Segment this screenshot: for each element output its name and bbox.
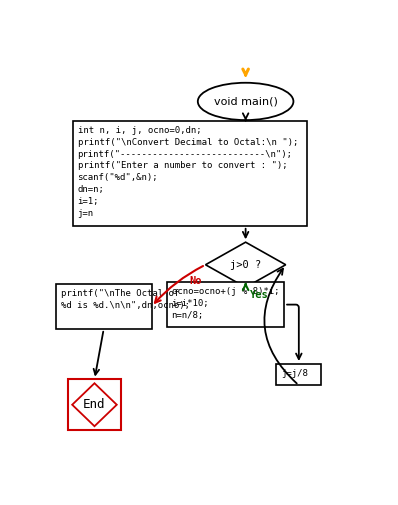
Text: j>0 ?: j>0 ?: [230, 260, 261, 270]
Ellipse shape: [198, 83, 293, 120]
Polygon shape: [205, 242, 286, 287]
Text: End: End: [83, 398, 106, 411]
Text: No: No: [189, 276, 201, 286]
Text: j=j/8: j=j/8: [281, 369, 308, 378]
Bar: [277, 364, 321, 385]
Bar: [56, 284, 152, 329]
Bar: [73, 121, 307, 226]
Polygon shape: [72, 383, 117, 426]
Bar: [167, 282, 284, 327]
Text: ocno=ocno+(j % 8)*i;
i=i*10;
n=n/8;: ocno=ocno+(j % 8)*i; i=i*10; n=n/8;: [172, 287, 279, 320]
Bar: [68, 379, 121, 430]
Text: int n, i, j, ocno=0,dn;
printf("\nConvert Decimal to Octal:\n ");
printf("------: int n, i, j, ocno=0,dn; printf("\nConver…: [78, 126, 298, 218]
Text: void main(): void main(): [214, 96, 277, 107]
Text: Yes: Yes: [250, 290, 269, 300]
Text: printf("\nThe Octal of
%d is %d.\n\n",dn,ocno);: printf("\nThe Octal of %d is %d.\n\n",dn…: [60, 289, 189, 310]
